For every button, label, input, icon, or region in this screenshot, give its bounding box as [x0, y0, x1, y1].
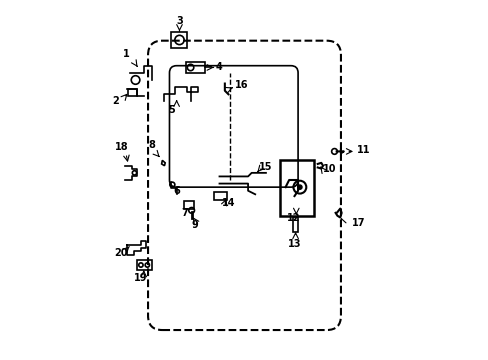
- Bar: [128, 89, 137, 96]
- Text: 16: 16: [234, 80, 247, 90]
- Text: 4: 4: [216, 63, 222, 72]
- Text: 13: 13: [287, 239, 301, 249]
- Text: 7: 7: [181, 208, 188, 218]
- Text: 20: 20: [114, 248, 128, 258]
- Text: 9: 9: [191, 220, 198, 230]
- Text: 17: 17: [351, 218, 365, 228]
- Text: 12: 12: [286, 213, 300, 223]
- Text: 5: 5: [167, 105, 174, 115]
- Text: 3: 3: [176, 17, 183, 26]
- Text: 6: 6: [173, 186, 180, 197]
- Text: 15: 15: [258, 162, 271, 172]
- Text: 10: 10: [323, 164, 336, 174]
- Text: 11: 11: [356, 145, 370, 156]
- Circle shape: [297, 185, 302, 189]
- Text: 18: 18: [114, 142, 128, 152]
- Text: 2: 2: [112, 96, 119, 107]
- Text: 14: 14: [221, 198, 235, 208]
- Text: 1: 1: [122, 49, 129, 59]
- Text: 19: 19: [134, 273, 147, 283]
- Bar: [214, 192, 226, 200]
- Text: 8: 8: [148, 140, 155, 150]
- Bar: [293, 217, 297, 232]
- Bar: [183, 202, 194, 209]
- Bar: [280, 160, 313, 216]
